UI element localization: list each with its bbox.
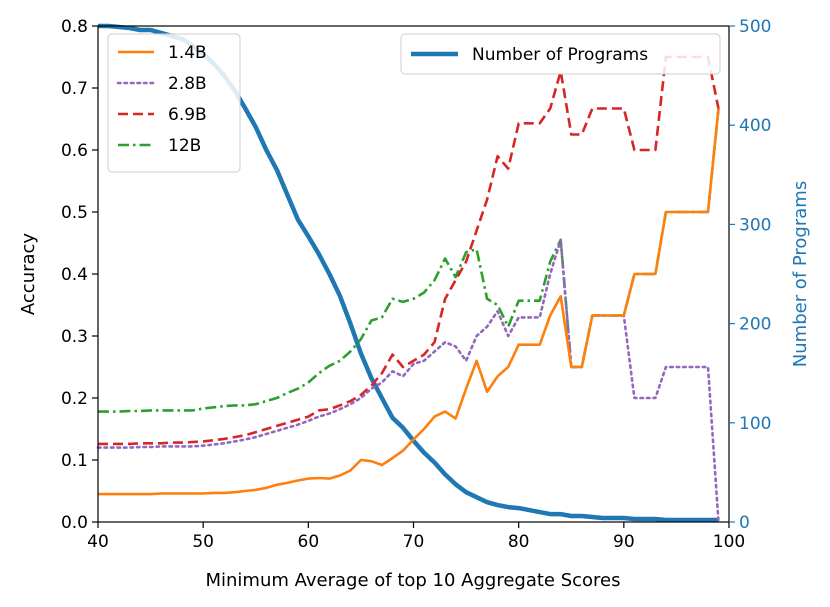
- x-tick-label: 80: [508, 532, 530, 552]
- y-tick-label: 0.7: [61, 79, 88, 99]
- legend-right-box: [400, 33, 721, 75]
- y-tick-label: 0.2: [61, 389, 88, 409]
- legend-label-s2_8b: 2.8B: [168, 74, 207, 94]
- legend-label-s12b: 12B: [168, 136, 201, 156]
- y-tick-label: 0.4: [61, 265, 88, 285]
- series-line-s2_8b: [96, 238, 720, 524]
- legend-label-programs: Number of Programs: [472, 45, 648, 65]
- legend-right: Number of Programs: [400, 33, 721, 75]
- y-tick-label: 0.6: [61, 141, 88, 161]
- x-tick-label: 40: [87, 532, 109, 552]
- x-ticks: 40 50 60 70 80 90 100: [87, 522, 745, 552]
- legend-label-s1_4b: 1.4B: [168, 43, 207, 63]
- x-tick-label: 90: [613, 532, 635, 552]
- x-axis-title: Minimum Average of top 10 Aggregate Scor…: [205, 570, 620, 591]
- y2-ticks: 0 100 200 300 400 500: [729, 17, 771, 533]
- x-tick-label: 60: [298, 532, 320, 552]
- x-tick-label: 50: [192, 532, 214, 552]
- x-tick-label: 100: [713, 532, 745, 552]
- legend-left: 1.4B 2.8B 6.9B 12B: [107, 33, 241, 173]
- legend-left-box: [107, 33, 241, 173]
- y2-tick-label: 400: [739, 116, 771, 136]
- y2-tick-label: 300: [739, 215, 771, 235]
- legend-label-s6_9b: 6.9B: [168, 105, 207, 125]
- series-line-s1_4b: [98, 108, 720, 496]
- y-tick-label: 0.3: [61, 327, 88, 347]
- y2-tick-label: 200: [739, 315, 771, 335]
- y-tick-label: 0.0: [61, 513, 88, 533]
- y-tick-label: 0.1: [61, 451, 88, 471]
- y-tick-label: 0.8: [61, 17, 88, 37]
- y2-tick-label: 500: [739, 17, 771, 37]
- series-line-s6_9b: [98, 55, 720, 446]
- x-tick-label: 70: [403, 532, 425, 552]
- y2-tick-label: 0: [739, 513, 750, 533]
- y-ticks: 0.0 0.1 0.2 0.3 0.4 0.5 0.6 0.7 0.8: [61, 17, 98, 533]
- y2-axis-title: Number of Programs: [790, 181, 811, 367]
- y2-tick-label: 100: [739, 414, 771, 434]
- y-axis-title: Accuracy: [18, 233, 39, 316]
- y-tick-label: 0.5: [61, 203, 88, 223]
